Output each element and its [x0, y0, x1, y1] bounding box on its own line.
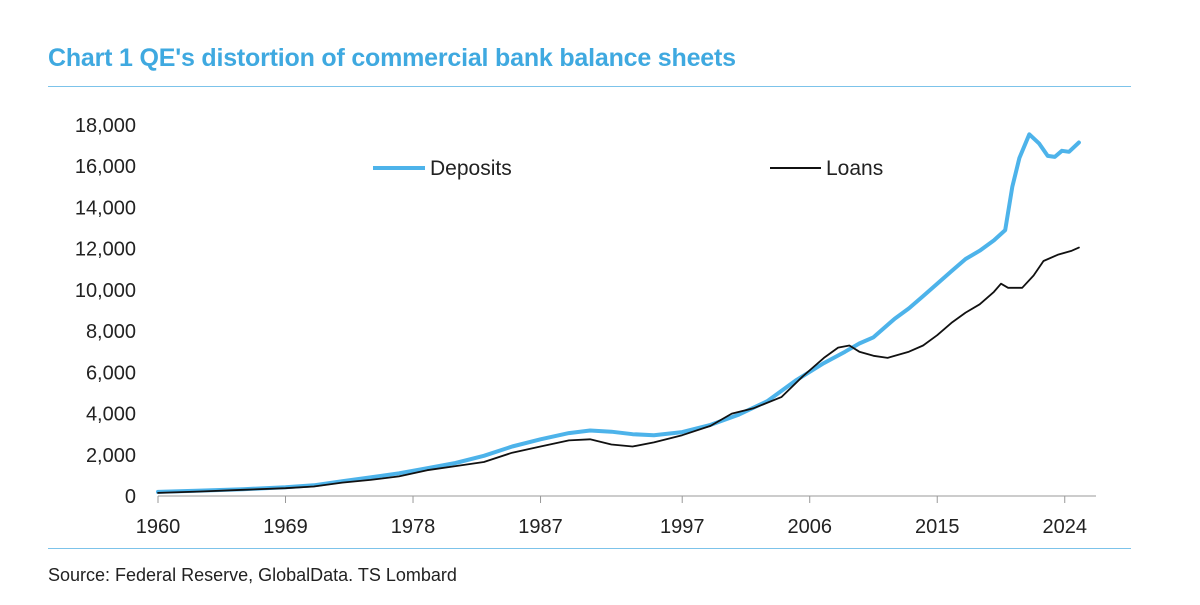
- legend-label-deposits: Deposits: [430, 157, 512, 180]
- x-tick-label: 1969: [263, 516, 308, 538]
- y-tick-label: 2,000: [86, 445, 136, 467]
- source-note: Source: Federal Reserve, GlobalData. TS …: [48, 565, 457, 585]
- x-tick-label: 1987: [518, 516, 563, 538]
- y-tick-label: 16,000: [75, 156, 136, 178]
- series-line-deposits: [156, 132, 1081, 494]
- series-line-loans: [157, 246, 1080, 494]
- y-tick-label: 12,000: [75, 239, 136, 261]
- y-tick-label: 14,000: [75, 197, 136, 219]
- y-tick-label: 0: [125, 486, 136, 508]
- legend-label-loans: Loans: [826, 157, 883, 180]
- series-layer: [156, 132, 1081, 494]
- x-tick-label: 2024: [1042, 516, 1087, 538]
- x-tick-label: 2006: [787, 516, 832, 538]
- x-tick-label: 2015: [915, 516, 960, 538]
- bottom-divider: [48, 548, 1131, 549]
- y-axis: 0 2,000 4,000 6,000 8,000 10,000 12,000 14,000 1…: [75, 115, 136, 508]
- x-tick-label: 1960: [136, 516, 181, 538]
- y-tick-label: 8,000: [86, 321, 136, 343]
- x-tick-label: 1978: [391, 516, 436, 538]
- x-tick-label: 1997: [660, 516, 705, 538]
- y-tick-label: 6,000: [86, 362, 136, 384]
- y-tick-label: 4,000: [86, 404, 136, 426]
- y-tick-label: 18,000: [75, 115, 136, 137]
- top-divider: [48, 86, 1131, 87]
- y-tick-label: 10,000: [75, 280, 136, 302]
- x-axis: 1960 1969 1978 1987 1997 2006 2015 2024: [136, 496, 1087, 538]
- legend: Deposits Loans: [373, 157, 883, 180]
- chart-title: Chart 1 QE's distortion of commercial ba…: [48, 44, 736, 72]
